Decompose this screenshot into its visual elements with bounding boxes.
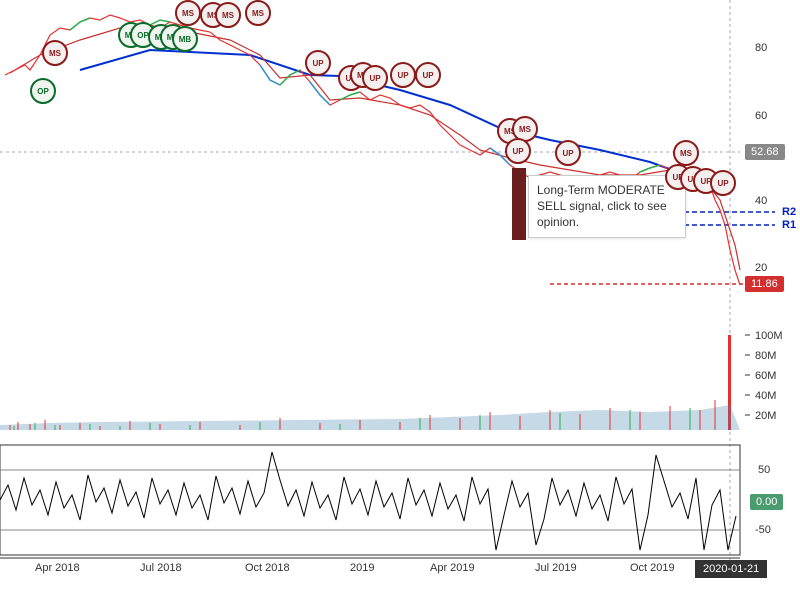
signal-marker-ms[interactable]: MS [245, 0, 271, 26]
price-series [5, 15, 740, 285]
y-tick-label: 80 [755, 42, 767, 54]
signal-marker-up[interactable]: UP [305, 50, 331, 76]
signal-marker-ms[interactable]: MS [215, 2, 241, 28]
r2-label: R2 [782, 206, 796, 218]
y-tick-label: 60 [755, 110, 767, 122]
vol-tick-label: 80M [755, 350, 776, 362]
signal-marker-ms[interactable]: MS [673, 140, 699, 166]
y-tick-label: 40 [755, 195, 767, 207]
volume-panel [0, 335, 750, 430]
osc-tick-label: -50 [755, 524, 771, 536]
signal-tooltip[interactable]: Long-Term MODERATE SELL signal, click to… [528, 175, 686, 238]
signal-marker-op[interactable]: OP [30, 78, 56, 104]
signal-marker-up[interactable]: UP [415, 62, 441, 88]
signal-marker-up[interactable]: UP [505, 138, 531, 164]
signal-marker-up[interactable]: UP [555, 140, 581, 166]
x-tick-label: Jul 2018 [140, 562, 182, 574]
tooltip-anchor-bar [512, 168, 526, 240]
oscillator-panel [0, 445, 740, 555]
current-price-tag: 11.86 [745, 276, 784, 292]
osc-zero-tag: 0.00 [750, 494, 783, 510]
signal-marker-ms[interactable]: MS [42, 40, 68, 66]
signal-marker-up[interactable]: UP [710, 170, 736, 196]
y-tick-label: 20 [755, 262, 767, 274]
x-tick-label: Apr 2018 [35, 562, 80, 574]
x-tick-label: Jul 2019 [535, 562, 577, 574]
oscillator-line [0, 452, 736, 550]
signal-marker-mb[interactable]: MB [172, 26, 198, 52]
price-ref-tag: 52.68 [745, 144, 785, 160]
chart-svg [0, 0, 800, 600]
signal-marker-ms[interactable]: MS [175, 0, 201, 26]
osc-tick-label: 50 [758, 464, 770, 476]
vol-tick-label: 100M [755, 330, 783, 342]
vol-tick-label: 40M [755, 390, 776, 402]
current-date-tag: 2020-01-21 [695, 560, 767, 578]
r1-label: R1 [782, 219, 796, 231]
vol-tick-label: 20M [755, 410, 776, 422]
x-tick-label: Apr 2019 [430, 562, 475, 574]
signal-marker-up[interactable]: UP [362, 65, 388, 91]
x-tick-label: Oct 2018 [245, 562, 290, 574]
signal-marker-up[interactable]: UP [390, 62, 416, 88]
stock-chart: 80 60 40 20 100M 80M 60M 40M 20M 50 -50 … [0, 0, 800, 600]
vol-tick-label: 60M [755, 370, 776, 382]
x-tick-label: 2019 [350, 562, 374, 574]
x-tick-label: Oct 2019 [630, 562, 675, 574]
